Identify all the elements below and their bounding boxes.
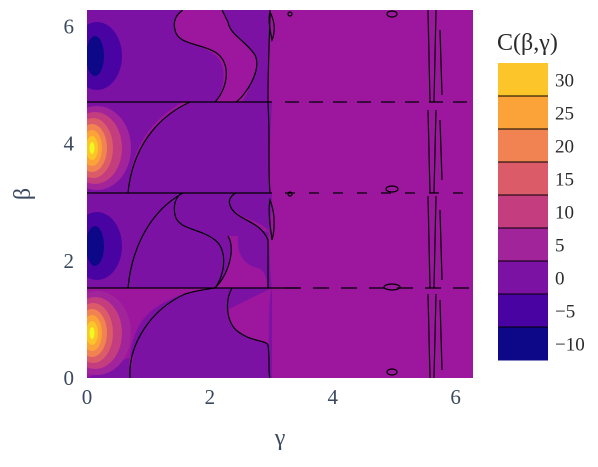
contour-line — [439, 29, 443, 371]
contour-line — [386, 368, 398, 376]
contour-region-neg5 — [87, 10, 224, 102]
contour-line — [268, 10, 275, 43]
contour-line — [173, 10, 227, 103]
colorbar-tick-label: 30 — [555, 71, 574, 92]
contour-line — [173, 192, 225, 289]
plot-area: 0 2 4 6 0 2 4 6 γ β — [10, 10, 473, 451]
colorbar-bands — [498, 63, 548, 361]
colorbar-tick-label: −5 — [555, 302, 575, 323]
colorbar-tick-label: 25 — [555, 104, 574, 125]
y-axis: 0 2 4 6 — [64, 15, 75, 390]
colorbar-tick-label: −10 — [555, 335, 585, 356]
colorbar-band — [498, 261, 548, 295]
x-tick-label: 2 — [205, 385, 216, 409]
contour-line — [287, 191, 293, 197]
peak-lobe — [87, 291, 131, 375]
x-tick-label: 0 — [82, 385, 93, 409]
contour-line — [386, 10, 398, 18]
contour-region-zero — [222, 34, 251, 102]
colorbar-band — [498, 129, 548, 163]
y-tick-label: 2 — [64, 249, 75, 273]
colorbar-band — [498, 228, 548, 262]
colorbar-tick-label: 15 — [555, 170, 574, 191]
colorbar-tick-label: 10 — [555, 203, 574, 224]
contour-line — [226, 287, 271, 378]
colorbar-tick-label: 5 — [555, 236, 565, 257]
colorbar-ticks: 30 25 20 15 10 5 0 −5 −10 — [555, 71, 585, 356]
colorbar-band — [498, 294, 548, 328]
trough-inner — [87, 226, 104, 266]
colorbar-band — [498, 195, 548, 229]
colorbar-title: C(β,γ) — [497, 30, 558, 56]
colorbar-band — [498, 327, 548, 361]
contour-line — [267, 101, 271, 194]
x-tick-label: 4 — [327, 385, 338, 409]
colorbar-tick-label: 0 — [555, 269, 565, 290]
contour-line — [427, 109, 437, 194]
contour-region-neg5 — [128, 102, 272, 193]
contour-line — [268, 197, 275, 241]
contour-line — [127, 101, 191, 194]
peak-lobe — [87, 106, 131, 190]
y-tick-label: 0 — [64, 366, 75, 390]
contour-line — [129, 287, 216, 378]
contour-region-zero — [215, 236, 268, 288]
x-axis: 0 2 4 6 — [82, 385, 461, 409]
y-tick-label: 4 — [64, 132, 75, 156]
colorbar: C(β,γ) 30 25 20 15 10 5 0 −5 −10 — [497, 30, 585, 361]
colorbar-tick-label: 20 — [555, 137, 574, 158]
trough-inner — [87, 36, 104, 76]
contour-line — [427, 293, 437, 378]
contour-region-neg5 — [87, 288, 270, 378]
colorbar-band — [498, 162, 548, 196]
y-tick-label: 6 — [64, 15, 75, 39]
y-axis-title: β — [10, 188, 36, 200]
contour-line — [427, 195, 437, 289]
contour-line — [383, 283, 401, 291]
x-tick-label: 6 — [450, 385, 461, 409]
contour-line — [287, 11, 293, 17]
contour-line — [385, 185, 399, 193]
contour-lines — [87, 10, 473, 378]
contour-line — [127, 192, 184, 289]
contour-line — [221, 10, 258, 103]
contour-line — [427, 10, 437, 103]
contour-line — [228, 192, 269, 288]
x-axis-title: γ — [274, 425, 286, 451]
colorbar-band — [498, 96, 548, 130]
colorbar-band — [498, 63, 548, 97]
